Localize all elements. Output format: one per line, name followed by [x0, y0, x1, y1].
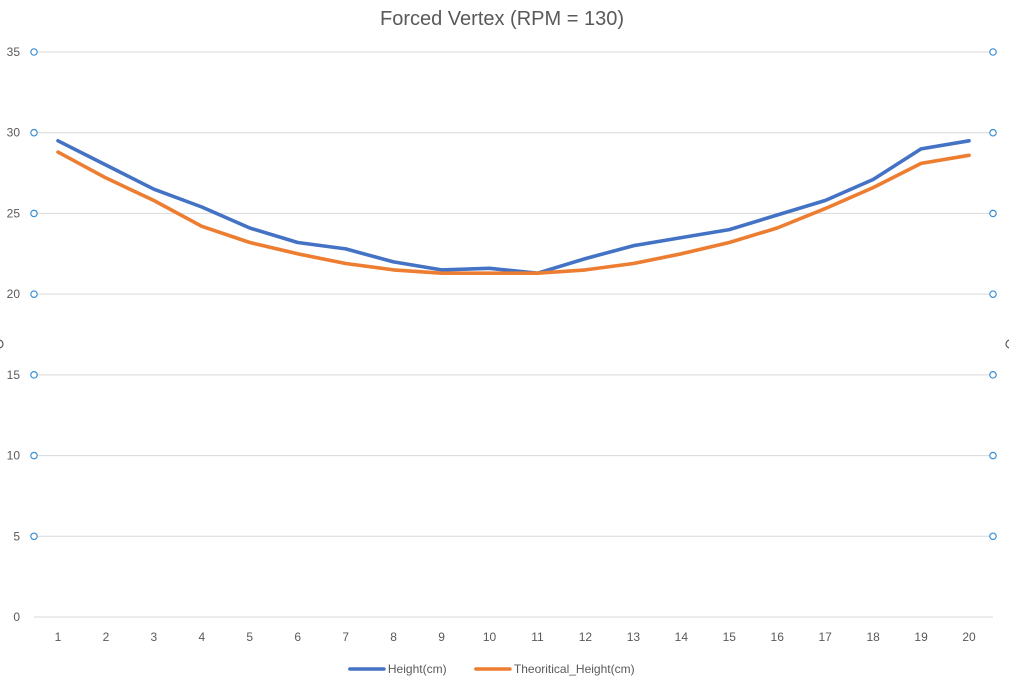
y-tick-label: 15 — [7, 368, 21, 382]
x-tick-label: 12 — [579, 630, 593, 644]
y-tick-label: 0 — [13, 610, 20, 624]
left-resize-handle[interactable] — [30, 48, 38, 56]
y-tick-label: 30 — [7, 126, 21, 140]
x-tick-label: 9 — [438, 630, 445, 644]
left-resize-handle[interactable] — [30, 371, 38, 379]
x-tick-label: 17 — [818, 630, 832, 644]
y-tick-label: 5 — [13, 529, 20, 543]
left-resize-handle[interactable] — [30, 451, 38, 460]
y-tick-label: 35 — [7, 45, 21, 59]
x-tick-label: 1 — [55, 630, 62, 644]
right-resize-handle[interactable] — [989, 451, 997, 460]
y-tick-label: 10 — [7, 449, 21, 463]
right-edge-handle[interactable] — [1005, 339, 1009, 349]
x-tick-label: 13 — [627, 630, 641, 644]
x-tick-label: 20 — [962, 630, 976, 644]
legend-label-2: Theoritical_Height(cm) — [514, 662, 635, 676]
x-tick-label: 7 — [342, 630, 349, 644]
selection-handles[interactable] — [0, 48, 1009, 541]
legend: Height(cm) Theoritical_Height(cm) — [348, 662, 635, 676]
y-tick-label: 20 — [7, 287, 21, 301]
x-tick-label: 6 — [294, 630, 301, 644]
right-resize-handle[interactable] — [989, 371, 997, 379]
right-resize-handle[interactable] — [989, 290, 997, 298]
left-resize-handle[interactable] — [30, 128, 38, 137]
x-axis-ticks: 1 2 3 4 5 6 7 8 9 10 11 12 13 14 15 16 17 18 19 20 — [55, 630, 976, 644]
y-axis-ticks: 0 5 10 15 20 25 30 35 — [7, 45, 21, 624]
chart-title: Forced Vertex (RPM = 130) — [380, 8, 624, 30]
x-tick-label: 16 — [771, 630, 785, 644]
left-resize-handle[interactable] — [30, 532, 38, 541]
right-resize-handle[interactable] — [989, 128, 997, 137]
series-lines — [56, 139, 971, 276]
x-tick-label: 4 — [198, 630, 205, 644]
series-line-2 — [56, 150, 971, 276]
x-tick-label: 11 — [531, 630, 544, 644]
x-tick-label: 18 — [866, 630, 880, 644]
right-resize-handle[interactable] — [989, 48, 997, 56]
right-resize-handle[interactable] — [989, 532, 997, 541]
x-tick-label: 10 — [483, 630, 497, 644]
gridlines — [34, 51, 993, 618]
legend-label-1: Height(cm) — [388, 662, 447, 676]
x-tick-label: 14 — [675, 630, 689, 644]
x-tick-label: 2 — [103, 630, 110, 644]
x-tick-label: 3 — [151, 630, 158, 644]
y-tick-label: 25 — [7, 206, 21, 220]
left-edge-handle[interactable] — [0, 339, 4, 349]
x-tick-label: 19 — [914, 630, 928, 644]
left-resize-handle[interactable] — [30, 209, 38, 218]
left-resize-handle[interactable] — [30, 290, 38, 298]
series-line-1 — [56, 139, 971, 276]
x-tick-label: 8 — [390, 630, 397, 644]
x-tick-label: 5 — [246, 630, 253, 644]
right-resize-handle[interactable] — [989, 209, 997, 218]
x-tick-label: 15 — [723, 630, 737, 644]
